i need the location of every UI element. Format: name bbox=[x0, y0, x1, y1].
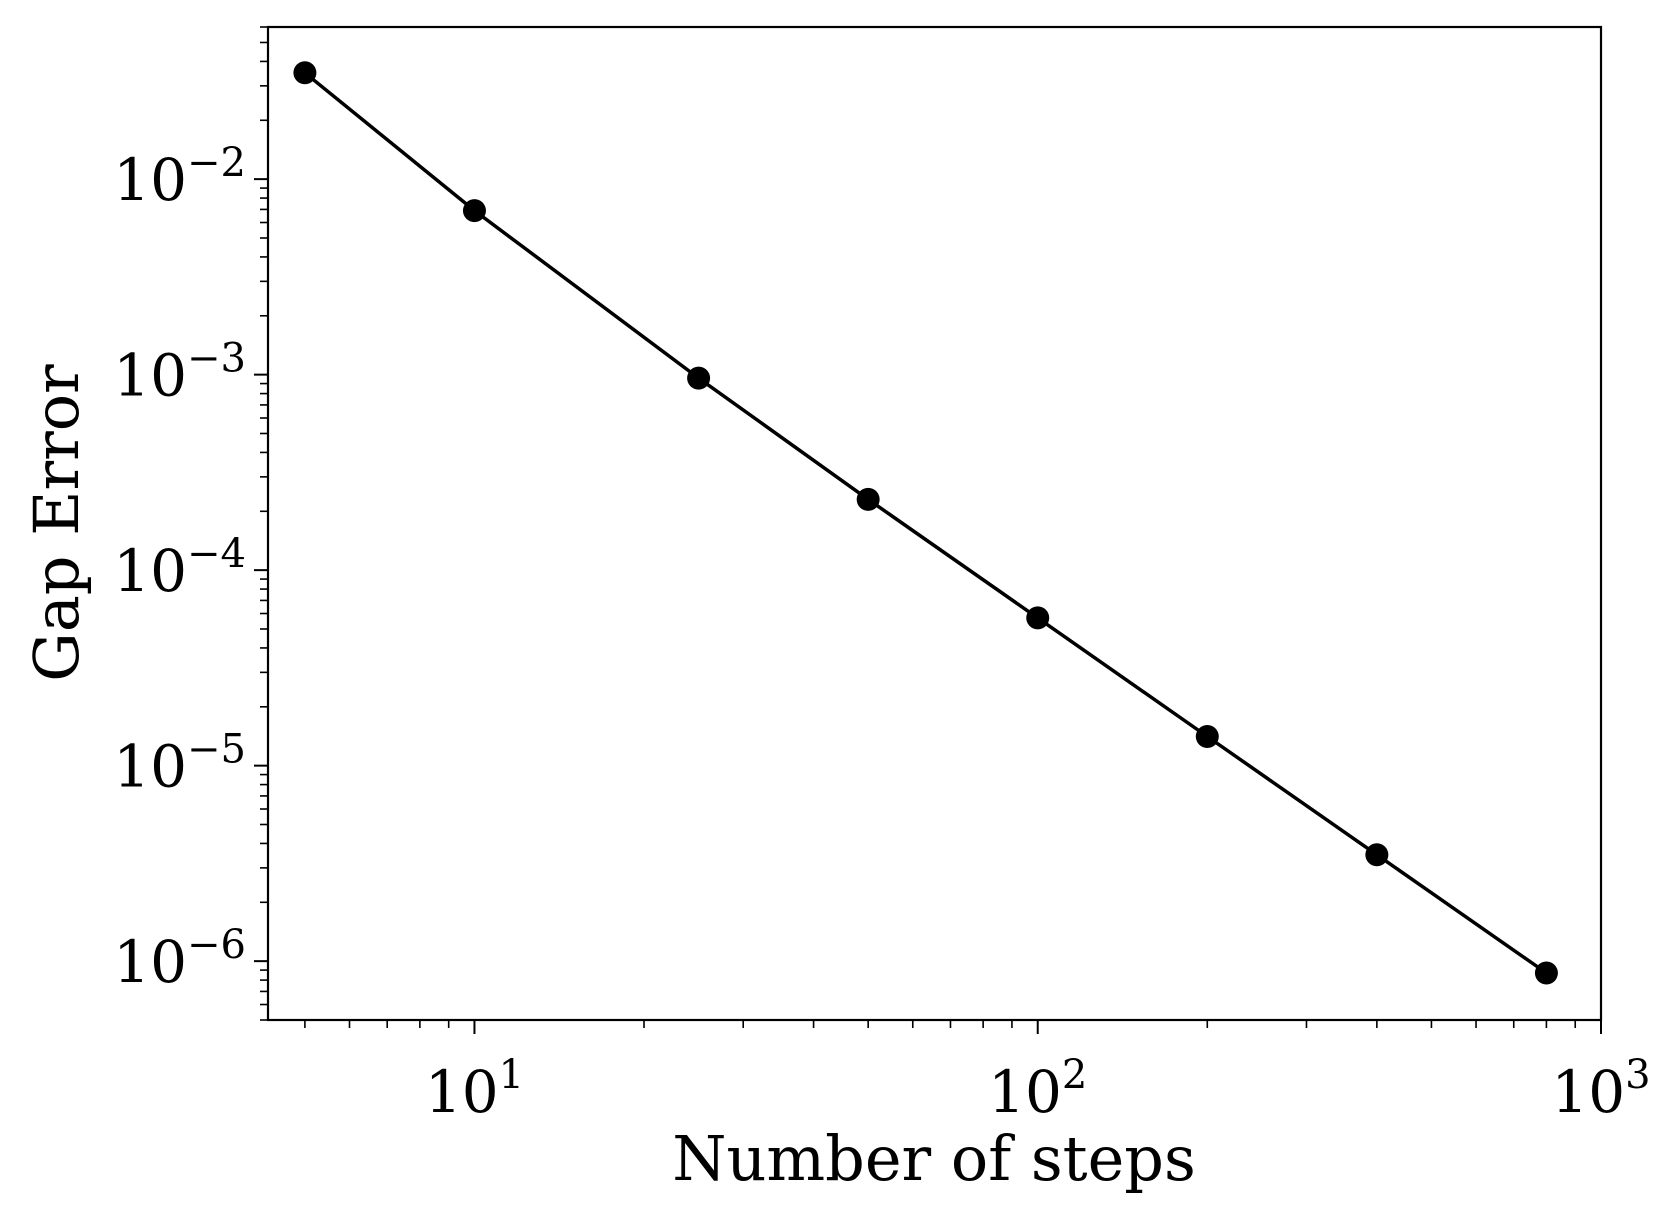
y-tick-label: 10−3 bbox=[113, 336, 246, 410]
x-tick-label: 102 bbox=[988, 1052, 1087, 1126]
x-tick-label: 101 bbox=[425, 1052, 524, 1126]
data-point bbox=[856, 487, 880, 511]
x-major-ticks: 101 102 103 bbox=[425, 1020, 1651, 1126]
plot-frame bbox=[266, 25, 1603, 1022]
data-point bbox=[462, 199, 486, 223]
x-minor-ticks bbox=[304, 1020, 1577, 1028]
x-tick-label: 103 bbox=[1551, 1052, 1650, 1126]
data-point bbox=[1026, 606, 1050, 630]
y-tick-label: 10−5 bbox=[113, 727, 246, 801]
data-point bbox=[293, 61, 317, 85]
y-axis-title: Gap Error bbox=[20, 364, 93, 682]
data-point bbox=[1534, 961, 1558, 985]
y-minor-ticks bbox=[260, 26, 268, 1021]
x-axis-title: Number of steps bbox=[672, 1122, 1196, 1195]
data-point bbox=[1365, 843, 1389, 867]
y-tick-label: 10−4 bbox=[113, 531, 246, 605]
y-tick-label: 10−6 bbox=[113, 922, 246, 996]
data-point bbox=[1195, 724, 1219, 748]
y-tick-label: 10−2 bbox=[113, 140, 246, 214]
data-point bbox=[687, 366, 711, 390]
y-major-ticks: 10−2 10−3 10−4 10−5 10−6 bbox=[113, 140, 268, 996]
series-line bbox=[303, 71, 1548, 975]
series-layer bbox=[293, 61, 1558, 985]
